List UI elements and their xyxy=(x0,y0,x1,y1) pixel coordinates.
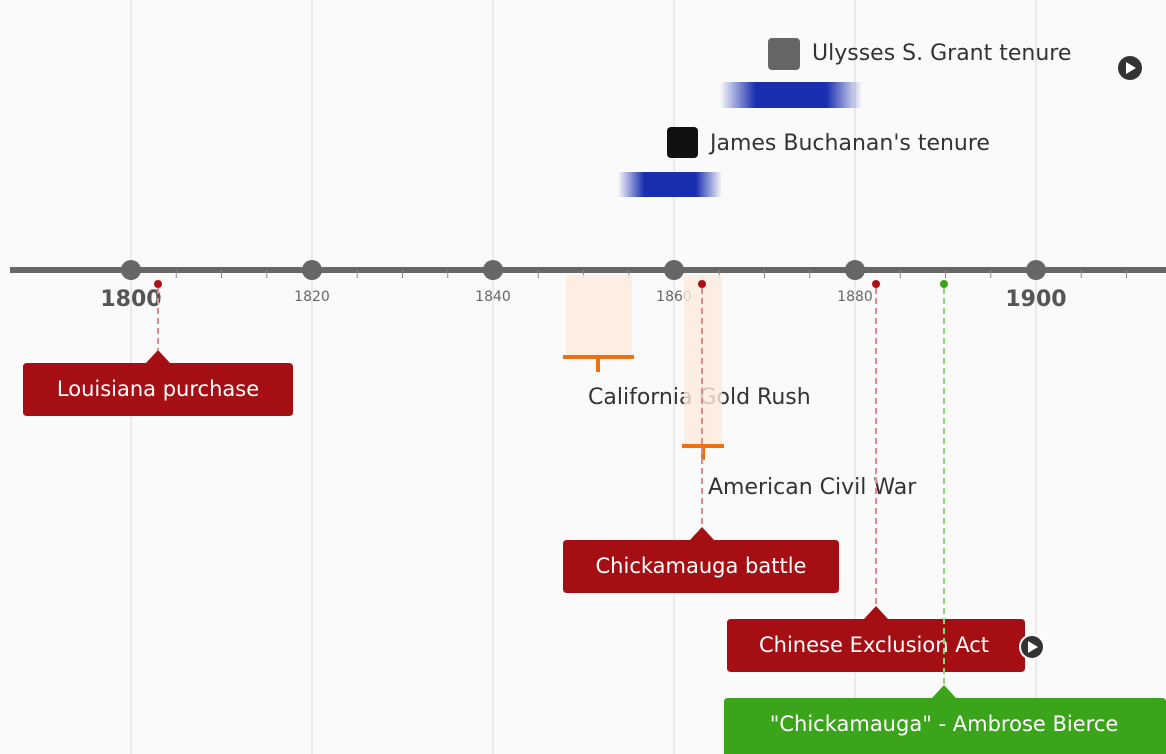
page: body { margin: 0; width: 1166px; height:… xyxy=(0,0,1166,754)
event-label: Chinese Exclusion Act xyxy=(759,633,989,657)
tick-label: 1800 xyxy=(100,287,161,312)
period-span xyxy=(566,275,632,357)
event-label: Chickamauga battle xyxy=(596,554,807,578)
page-body: {"axis": {"ticks": ["1800", "1820", "184… xyxy=(0,0,1166,754)
tick-dot xyxy=(302,260,322,280)
period-label: American Civil War xyxy=(708,475,917,500)
period-label: James Buchanan's tenure xyxy=(708,131,990,156)
tick-dot xyxy=(483,260,503,280)
timeline: 180018201840186018801900 Ulysses S. Gran… xyxy=(0,0,1166,754)
tick-label: 1840 xyxy=(475,289,511,305)
event[interactable]: Louisiana purchase xyxy=(23,280,293,416)
event[interactable]: "Chickamauga" - Ambrose Bierce xyxy=(724,280,1166,754)
period-bar[interactable] xyxy=(720,82,862,108)
event-dot xyxy=(154,280,162,288)
tick-dot xyxy=(664,260,684,280)
tick-label: 1880 xyxy=(837,289,873,305)
period-bar[interactable] xyxy=(618,172,722,197)
tick-dot xyxy=(845,260,865,280)
event-dot xyxy=(698,280,706,288)
portrait-icon xyxy=(768,38,800,70)
tick-dot xyxy=(121,260,141,280)
event-label: "Chickamauga" - Ambrose Bierce xyxy=(770,712,1119,736)
portrait-icon xyxy=(667,127,698,158)
tick-dot xyxy=(1026,260,1046,280)
event-dot xyxy=(940,280,948,288)
event-label: Louisiana purchase xyxy=(57,377,259,401)
event-dot xyxy=(872,280,880,288)
tick-label: 1820 xyxy=(294,289,330,305)
tick-label: 1900 xyxy=(1005,287,1066,312)
period-label: Ulysses S. Grant tenure xyxy=(812,41,1071,66)
